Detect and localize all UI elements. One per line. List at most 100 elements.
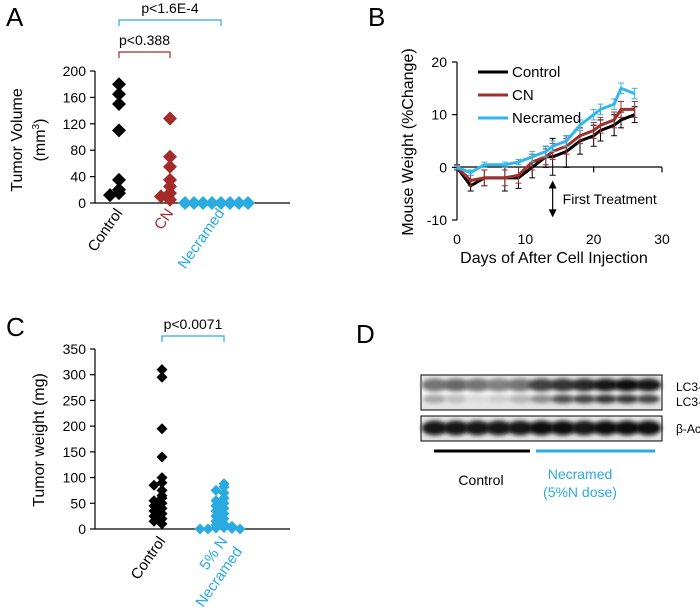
panel-b-xlabel: Days of After Cell Injection (460, 250, 648, 267)
x-category-label: CN (151, 206, 177, 234)
arrow-down-icon (548, 209, 557, 218)
lc3-ii-band (529, 394, 554, 404)
y-tick-label: -10 (427, 212, 447, 228)
data-point (226, 522, 238, 534)
y-tick-label: 150 (63, 444, 87, 460)
lc3-ii-band (508, 394, 532, 404)
lc3-i-band (570, 378, 598, 392)
y-tick-label: 250 (63, 392, 87, 408)
panel-c-ylabel: Tumor weight (mg) (31, 373, 48, 507)
legend-label: CN (512, 87, 534, 104)
x-tick-label: 10 (518, 231, 534, 247)
x-category-label: Control (128, 534, 170, 583)
y-tick-label: 80 (70, 142, 86, 158)
actin-band (549, 420, 577, 436)
y-tick-label: 50 (70, 495, 86, 511)
data-point (112, 87, 126, 102)
data-point (156, 451, 168, 463)
data-point (163, 159, 177, 174)
necramed-dose-label: (5%N dose) (543, 484, 617, 500)
data-point (112, 97, 126, 111)
data-point (103, 188, 117, 203)
data-point (194, 523, 206, 535)
y-tick-label: 300 (63, 367, 87, 383)
data-point (205, 196, 219, 210)
lc3-ii-band (572, 394, 596, 404)
data-point (196, 196, 210, 210)
lc3-ii-band (636, 394, 661, 404)
y-tick-label: 0 (439, 159, 447, 175)
y-tick-label: 350 (63, 341, 87, 357)
data-point (156, 518, 168, 530)
y-tick-label: 0 (78, 195, 86, 211)
actin-band (528, 420, 555, 436)
data-point (178, 196, 192, 210)
panel-b-label: B (368, 2, 385, 32)
panel-a-label: A (6, 2, 24, 32)
actin-band (442, 420, 470, 436)
panel-c-label: C (6, 312, 25, 342)
actin-band (506, 420, 534, 436)
x-category-label: 5% NNecramed (178, 534, 246, 611)
lc3-i-band (506, 378, 534, 392)
data-point (187, 196, 201, 210)
arrow-up-icon (548, 180, 557, 189)
lc3-ii-band (615, 394, 639, 404)
series-line (456, 86, 636, 175)
y-tick-label: 160 (63, 89, 87, 105)
data-point (156, 364, 168, 376)
y-tick-label: 10 (431, 107, 447, 123)
actin-band (570, 420, 598, 436)
data-point (214, 196, 228, 210)
legend-label: Necramed (512, 110, 581, 127)
panel-a-ylabel: Tumor Volume (9, 88, 26, 192)
y-tick-label: 0 (78, 521, 86, 537)
lc3-i-band (549, 378, 577, 392)
y-tick-label: 20 (431, 54, 447, 70)
lc3-i-band (592, 378, 619, 392)
lc3-i-band (613, 378, 641, 392)
lc3-ii-band (444, 394, 468, 404)
significance-bracket (118, 51, 171, 58)
panel-b: B Mouse Weight (%Change) Days of After C… (368, 2, 670, 267)
actin-band (485, 420, 513, 436)
y-tick-label: 200 (63, 63, 87, 79)
y-tick-label: 40 (70, 169, 86, 185)
data-point (234, 523, 246, 535)
data-point (210, 522, 222, 534)
lc3-i-band (485, 378, 513, 392)
x-tick-label: 20 (586, 231, 602, 247)
p-value-label: p<0.388 (119, 32, 170, 48)
lc3-ii-band (487, 394, 511, 404)
data-point (232, 196, 246, 210)
data-point (163, 111, 177, 126)
x-category-label: Necramed (175, 206, 229, 272)
p-value-label: p<1.6E-4 (141, 0, 198, 16)
lc3-i-label: LC3-I (676, 380, 700, 394)
lc3-ii-band (551, 394, 575, 404)
panel-d: D LC3-I LC3-II β-Actin Control Necramed … (356, 319, 700, 500)
data-point (218, 521, 230, 533)
data-point (241, 196, 255, 210)
lc3-i-band (635, 378, 662, 392)
panel-b-ylabel: Mouse Weight (%Change) (400, 48, 417, 235)
lc3-ii-band (465, 394, 490, 404)
lc3-i-band (464, 378, 491, 392)
x-tick-label: 30 (654, 231, 670, 247)
data-point (163, 149, 177, 164)
significance-bracket (161, 335, 225, 342)
data-point (156, 423, 168, 435)
necramed-group-label: Necramed (548, 466, 613, 482)
lc3-i-band (421, 378, 448, 392)
x-category-label: Control (85, 206, 127, 255)
lc3-ii-band (422, 394, 447, 404)
panel-c: C Tumor weight (mg) 0 50 100 150 200 250 300 35… (6, 312, 290, 610)
data-point (148, 479, 160, 491)
y-tick-label: 120 (63, 116, 87, 132)
actin-band (592, 420, 619, 436)
panel-d-label: D (356, 319, 375, 349)
data-point (112, 123, 126, 138)
lc3-ii-label: LC3-II (676, 395, 700, 409)
beta-actin-label: β-Actin (676, 422, 700, 436)
